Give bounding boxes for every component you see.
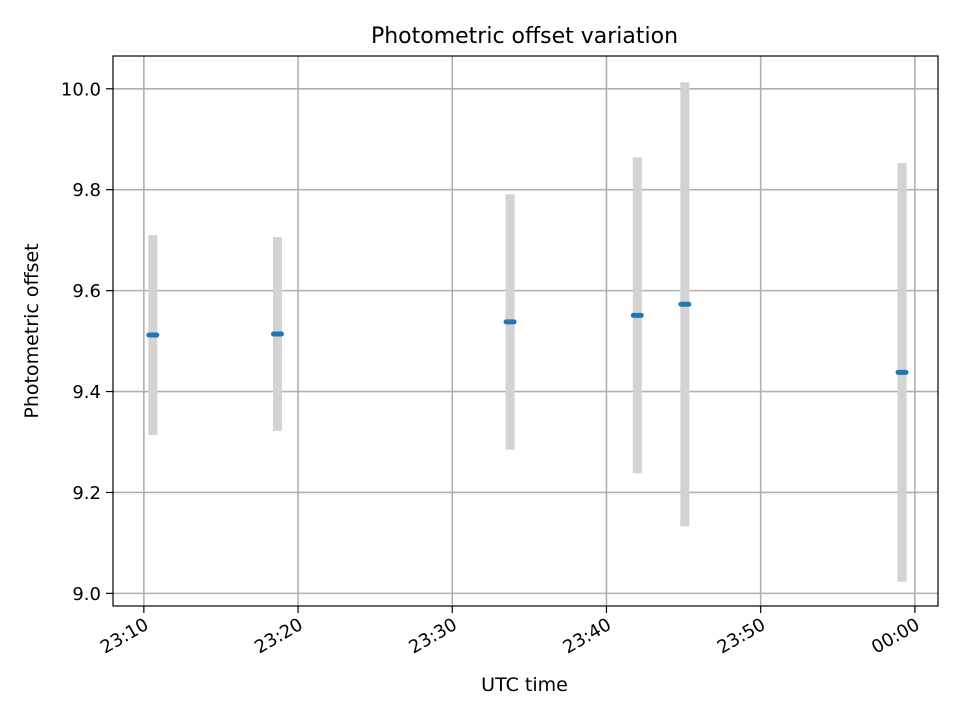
x-axis-label: UTC time [481,674,568,696]
y-tick-label: 9.4 [72,382,101,403]
plot-area [113,56,938,606]
y-axis-ticks: 9.0 9.2 9.4 9.6 9.8 10.0 [61,79,113,605]
grid [113,56,938,606]
y-tick-label: 9.8 [72,180,101,201]
plot-frame [112,55,939,607]
y-tick-label: 9.2 [72,483,101,504]
y-tick-label: 9.0 [72,584,101,605]
y-tick-label: 9.6 [72,281,101,302]
y-tick-label: 10.0 [61,79,101,100]
data-markers [146,301,909,375]
y-axis-label: Photometric offset [21,243,43,418]
chart-title: Photometric offset variation [371,24,678,49]
